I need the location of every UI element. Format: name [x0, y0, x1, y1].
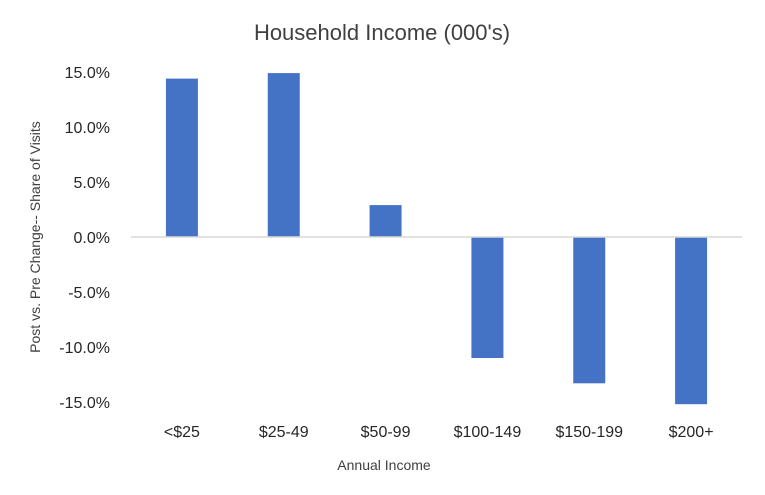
y-tick-label: 10.0% — [65, 120, 110, 137]
x-tick-label: $25-49 — [259, 424, 309, 441]
y-tick-label: -10.0% — [59, 340, 110, 357]
x-tick-label: $150-199 — [555, 424, 623, 441]
x-axis-label: Annual Income — [337, 457, 431, 473]
y-tick-label: 5.0% — [74, 175, 110, 192]
x-tick-label: $200+ — [669, 424, 714, 441]
x-tick-label: $50-99 — [361, 424, 411, 441]
bars — [165, 73, 708, 405]
y-axis-label: Post vs. Pre Change-- Share of Visits — [27, 121, 43, 353]
bar — [675, 237, 708, 405]
bar — [369, 205, 402, 237]
bar — [165, 78, 198, 237]
bar — [267, 73, 300, 237]
x-tick-label: $100-149 — [454, 424, 522, 441]
y-tick-label: 0.0% — [74, 230, 110, 247]
y-tick-label: -15.0% — [59, 395, 110, 412]
x-axis-ticks: <$25 $25-49 $50-99 $100-149 $150-199 $200+ — [164, 424, 714, 441]
x-tick-label: <$25 — [164, 424, 200, 441]
bar — [471, 237, 504, 358]
y-tick-label: 15.0% — [65, 65, 110, 82]
chart-title: Household Income (000's) — [254, 20, 510, 45]
y-tick-label: -5.0% — [68, 285, 110, 302]
y-axis-ticks: 15.0% 10.0% 5.0% 0.0% -5.0% -10.0% -15.0% — [59, 65, 110, 412]
bar — [573, 237, 606, 384]
